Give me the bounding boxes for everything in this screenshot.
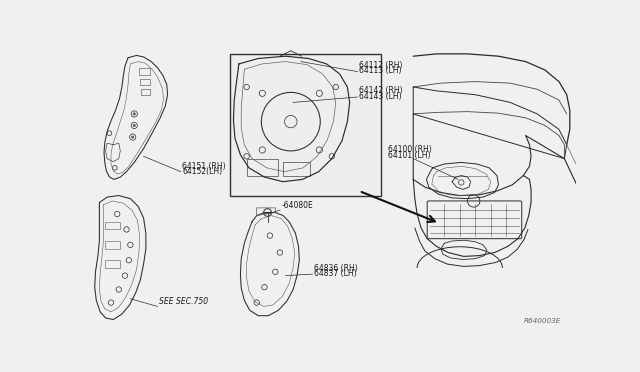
Text: 64836 (RH): 64836 (RH): [314, 264, 358, 273]
Circle shape: [133, 124, 136, 126]
Text: 64112 (RH): 64112 (RH): [359, 61, 403, 70]
Bar: [140, 78, 150, 85]
Text: 64100 (RH): 64100 (RH): [388, 145, 432, 154]
Text: 64151 (RH): 64151 (RH): [182, 161, 226, 171]
Bar: [105, 260, 120, 268]
Text: -64080E: -64080E: [282, 201, 313, 210]
Text: 64142 (RH): 64142 (RH): [359, 86, 403, 95]
Text: 64101 (LH): 64101 (LH): [388, 151, 431, 160]
Circle shape: [132, 136, 134, 138]
Text: R640003E: R640003E: [524, 318, 561, 324]
Bar: [283, 162, 310, 176]
Bar: [105, 222, 120, 230]
Text: 64143 (LH): 64143 (LH): [359, 92, 402, 100]
Circle shape: [133, 113, 136, 115]
Bar: [105, 241, 120, 249]
Bar: [246, 158, 278, 176]
Bar: [139, 68, 150, 76]
Text: 64837 (LH): 64837 (LH): [314, 269, 356, 278]
Text: SEE SEC.750: SEE SEC.750: [159, 297, 208, 306]
Text: 64113 (LH): 64113 (LH): [359, 66, 401, 75]
Text: 64152(LH): 64152(LH): [182, 167, 223, 176]
Bar: [230, 54, 381, 196]
Bar: [141, 89, 150, 95]
